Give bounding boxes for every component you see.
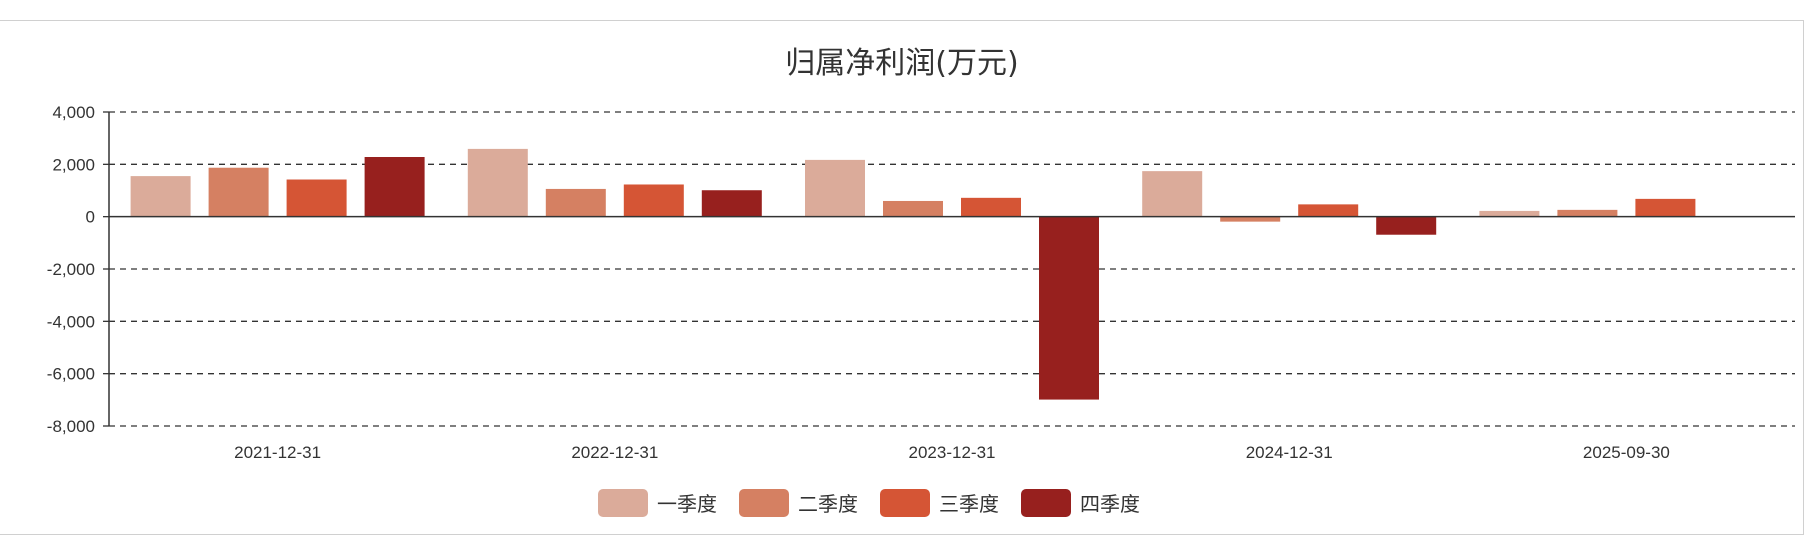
bar-2022-12-31-一季度 xyxy=(467,148,528,217)
y-tick-label: -4,000 xyxy=(47,312,95,331)
bar-2021-12-31-二季度 xyxy=(208,167,269,217)
bar-2025-09-30-二季度 xyxy=(1557,209,1618,217)
y-tick-label: -2,000 xyxy=(47,260,95,279)
legend-label-q4: 四季度 xyxy=(1080,492,1140,516)
legend-label-q3: 三季度 xyxy=(939,492,999,516)
y-tick-label: -6,000 xyxy=(47,365,95,384)
x-tick-label: 2025-09-30 xyxy=(1583,443,1670,462)
bar-2025-09-30-三季度 xyxy=(1635,198,1696,217)
bar-2024-12-31-三季度 xyxy=(1298,204,1359,217)
y-tick-label: 2,000 xyxy=(52,155,95,174)
bar-2021-12-31-一季度 xyxy=(130,176,191,217)
bar-2024-12-31-四季度 xyxy=(1376,216,1437,235)
legend-label-q1: 一季度 xyxy=(657,492,717,516)
legend-item-q4[interactable]: 四季度 xyxy=(1021,488,1140,517)
y-tick-label: 4,000 xyxy=(52,103,95,122)
legend-swatch-q3 xyxy=(880,488,930,517)
legend-swatch-q2 xyxy=(739,488,789,517)
legend-label-q2: 二季度 xyxy=(798,492,858,516)
bar-2022-12-31-二季度 xyxy=(545,188,606,217)
bar-2023-12-31-二季度 xyxy=(883,200,943,217)
bar-2022-12-31-三季度 xyxy=(623,184,684,217)
frame-bottom-border xyxy=(0,534,1804,535)
bar-2023-12-31-一季度 xyxy=(805,159,865,217)
y-tick-label: 0 xyxy=(86,208,95,227)
legend-item-q2[interactable]: 二季度 xyxy=(739,488,858,517)
x-tick-label: 2024-12-31 xyxy=(1246,443,1333,462)
legend-swatch-q1 xyxy=(598,488,648,517)
frame-top-border xyxy=(0,20,1804,21)
y-tick-label: -8,000 xyxy=(47,417,95,436)
legend: 一季度 二季度 三季度 四季度 xyxy=(598,488,1140,517)
x-tick-label: 2021-12-31 xyxy=(234,443,321,462)
bar-2023-12-31-三季度 xyxy=(961,197,1021,217)
bar-2024-12-31-二季度 xyxy=(1220,216,1281,222)
legend-item-q1[interactable]: 一季度 xyxy=(598,488,717,517)
legend-item-q3[interactable]: 三季度 xyxy=(880,488,999,517)
bar-2021-12-31-四季度 xyxy=(364,157,425,217)
bar-2024-12-31-一季度 xyxy=(1142,171,1203,217)
legend-swatch-q4 xyxy=(1021,488,1071,517)
bar-2022-12-31-四季度 xyxy=(701,190,762,217)
bar-2021-12-31-三季度 xyxy=(286,179,347,217)
chart-title: 归属净利润(万元) xyxy=(785,46,1019,81)
x-tick-label: 2023-12-31 xyxy=(909,443,996,462)
bar-2023-12-31-四季度 xyxy=(1039,216,1099,400)
x-tick-label: 2022-12-31 xyxy=(571,443,658,462)
bar-2025-09-30-一季度 xyxy=(1479,210,1540,217)
